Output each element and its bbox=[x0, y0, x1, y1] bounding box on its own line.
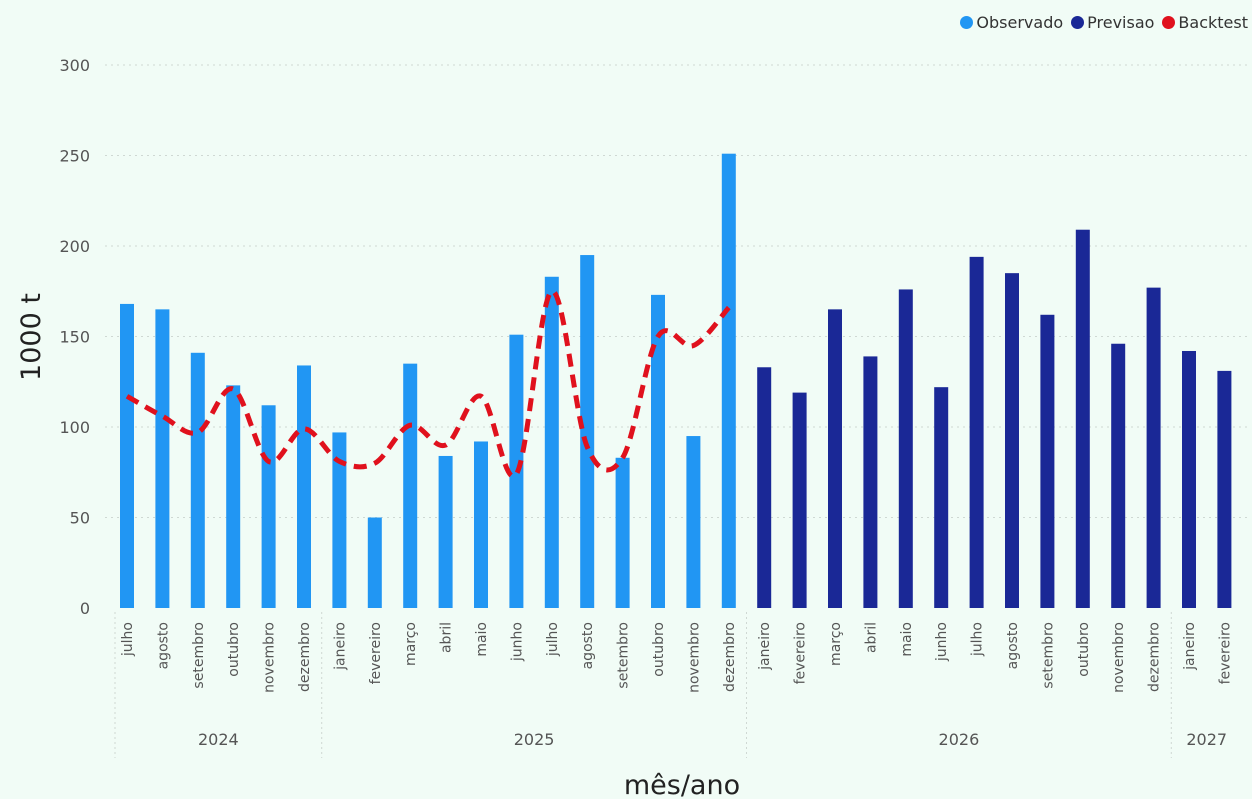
legend-dot-previsao-icon bbox=[1071, 16, 1085, 29]
bar-previsao[interactable] bbox=[969, 256, 984, 608]
bar-previsao[interactable] bbox=[1005, 273, 1019, 608]
bar-observado[interactable] bbox=[226, 385, 241, 608]
x-tick-label-month: abril bbox=[439, 622, 455, 653]
bar-observado[interactable] bbox=[261, 405, 276, 608]
x-tick-label-month: maio bbox=[899, 622, 915, 657]
x-tick-label-month: agosto bbox=[580, 622, 596, 669]
y-axis-title: 1000 t bbox=[16, 293, 47, 381]
legend-dot-observado-icon bbox=[960, 16, 974, 29]
line-backtest[interactable] bbox=[125, 288, 731, 479]
y-tick-label: 100 bbox=[59, 418, 90, 437]
bar-observado[interactable] bbox=[686, 436, 701, 608]
bar-observado[interactable] bbox=[721, 153, 736, 608]
bar-observado[interactable] bbox=[474, 441, 488, 608]
bar-observado[interactable] bbox=[651, 294, 665, 608]
bar-previsao[interactable] bbox=[1111, 343, 1126, 608]
bar-observado[interactable] bbox=[438, 455, 453, 608]
legend-item-backtest[interactable]: Backtest bbox=[1162, 13, 1248, 32]
x-tick-label-month: fevereiro bbox=[793, 622, 809, 684]
bar-observado[interactable] bbox=[332, 432, 347, 608]
x-tick-label-month: dezembro bbox=[722, 622, 738, 692]
x-tick-label-month: dezembro bbox=[297, 622, 313, 692]
x-tick-label-month: janeiro bbox=[332, 622, 348, 671]
bar-previsao[interactable] bbox=[792, 392, 807, 608]
x-tick-label-month: janeiro bbox=[1182, 622, 1198, 671]
bar-observado[interactable] bbox=[544, 276, 559, 608]
x-tick-label-month: outubro bbox=[651, 622, 667, 677]
x-tick-label-month: agosto bbox=[1005, 622, 1021, 669]
y-tick-label: 50 bbox=[70, 509, 90, 528]
x-axis-title: mês/ano bbox=[624, 770, 740, 799]
x-tick-label-year: 2026 bbox=[939, 730, 980, 749]
bar-observado[interactable] bbox=[367, 517, 382, 609]
legend-label-backtest: Backtest bbox=[1178, 13, 1248, 32]
bar-previsao[interactable] bbox=[1217, 370, 1232, 608]
x-tick-label-month: novembro bbox=[262, 622, 278, 693]
x-tick-label-month: abril bbox=[863, 622, 879, 653]
x-tick-label-month: junho bbox=[509, 622, 525, 662]
bar-previsao[interactable] bbox=[1040, 314, 1055, 608]
bar-previsao[interactable] bbox=[828, 309, 842, 608]
x-tick-label-month: junho bbox=[934, 622, 950, 662]
bar-previsao[interactable] bbox=[757, 367, 772, 608]
bar-observado[interactable] bbox=[615, 457, 630, 608]
legend-item-previsao[interactable]: Previsao bbox=[1071, 13, 1154, 32]
y-tick-label: 250 bbox=[59, 147, 90, 166]
y-tick-label: 150 bbox=[59, 328, 90, 347]
legend: Observado Previsao Backtest bbox=[956, 13, 1248, 32]
legend-label-previsao: Previsao bbox=[1087, 13, 1155, 32]
x-tick-label-month: fevereiro bbox=[368, 622, 384, 684]
legend-dot-backtest-icon bbox=[1162, 16, 1176, 29]
bar-observado[interactable] bbox=[120, 303, 134, 608]
x-tick-label-month: outubro bbox=[226, 622, 242, 677]
x-tick-label-year: 2027 bbox=[1186, 730, 1227, 749]
legend-label-observado: Observado bbox=[976, 13, 1064, 32]
bar-previsao[interactable] bbox=[863, 356, 878, 608]
x-tick-label-year: 2025 bbox=[514, 730, 555, 749]
bar-previsao[interactable] bbox=[898, 289, 913, 608]
x-tick-label-month: setembro bbox=[1040, 622, 1056, 689]
bar-previsao[interactable] bbox=[934, 387, 949, 608]
x-tick-label-month: novembro bbox=[686, 622, 702, 693]
x-tick-label-month: setembro bbox=[191, 622, 207, 689]
x-tick-label-month: fevereiro bbox=[1217, 622, 1233, 684]
x-tick-label-month: julho bbox=[120, 622, 136, 657]
x-tick-label-month: julho bbox=[970, 622, 986, 657]
y-tick-label: 0 bbox=[80, 599, 90, 618]
x-tick-label-month: novembro bbox=[1111, 622, 1127, 693]
x-tick-label-month: março bbox=[828, 622, 844, 666]
bar-previsao[interactable] bbox=[1146, 287, 1161, 608]
bar-observado[interactable] bbox=[190, 352, 205, 608]
x-tick-label-month: janeiro bbox=[757, 622, 773, 671]
x-tick-label-month: outubro bbox=[1076, 622, 1092, 677]
x-tick-label-year: 2024 bbox=[198, 730, 239, 749]
y-tick-label: 200 bbox=[59, 237, 90, 256]
bar-previsao[interactable] bbox=[1075, 229, 1090, 608]
x-tick-label-month: dezembro bbox=[1147, 622, 1163, 692]
bar-observado[interactable] bbox=[155, 309, 170, 608]
x-tick-label-month: julho bbox=[545, 622, 561, 657]
x-tick-label-month: agosto bbox=[155, 622, 171, 669]
x-tick-label-month: março bbox=[403, 622, 419, 666]
bar-observado[interactable] bbox=[580, 255, 595, 609]
x-tick-label-month: maio bbox=[474, 622, 490, 657]
bar-observado[interactable] bbox=[403, 363, 418, 608]
x-tick-label-month: setembro bbox=[616, 622, 632, 689]
bar-observado[interactable] bbox=[297, 365, 311, 608]
legend-item-observado[interactable]: Observado bbox=[960, 13, 1063, 32]
bar-previsao[interactable] bbox=[1182, 350, 1196, 608]
y-tick-label: 300 bbox=[59, 56, 90, 75]
